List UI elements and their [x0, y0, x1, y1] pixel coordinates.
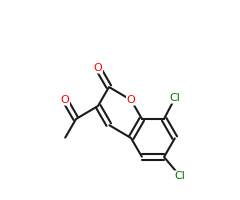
Text: O: O — [94, 63, 102, 73]
Text: O: O — [61, 95, 69, 105]
Text: Cl: Cl — [174, 171, 186, 181]
Text: Cl: Cl — [170, 93, 180, 103]
Text: O: O — [127, 95, 135, 105]
